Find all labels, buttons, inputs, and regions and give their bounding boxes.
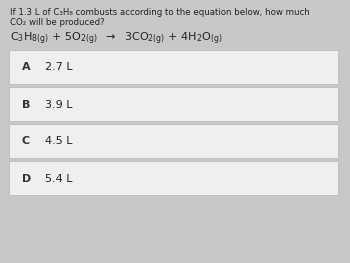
FancyBboxPatch shape — [9, 88, 338, 122]
Text: C: C — [22, 136, 30, 146]
Text: CO₂ will be produced?: CO₂ will be produced? — [10, 18, 105, 27]
FancyBboxPatch shape — [9, 124, 338, 159]
FancyBboxPatch shape — [9, 161, 338, 195]
Text: 2.7 L: 2.7 L — [45, 63, 73, 73]
Text: $\mathregular{C_3H_{8(g)}}$ + $\mathregular{5O_{2(g)}}$  $\rightarrow$  $\mathre: $\mathregular{C_3H_{8(g)}}$ + $\mathregu… — [10, 31, 223, 47]
Text: A: A — [22, 63, 31, 73]
Text: B: B — [22, 99, 30, 109]
Text: 3.9 L: 3.9 L — [45, 99, 72, 109]
Text: 5.4 L: 5.4 L — [45, 174, 72, 184]
Text: 4.5 L: 4.5 L — [45, 136, 72, 146]
Text: D: D — [22, 174, 31, 184]
FancyBboxPatch shape — [9, 50, 338, 84]
Text: If 1.3 L of C₃H₈ combusts according to the equation below, how much: If 1.3 L of C₃H₈ combusts according to t… — [10, 8, 310, 17]
